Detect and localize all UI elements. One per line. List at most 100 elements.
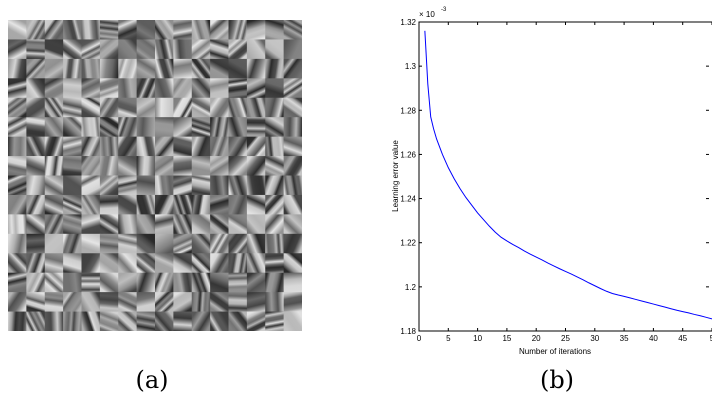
x-tick-label: 45 xyxy=(678,334,687,343)
patch-cell xyxy=(26,136,46,157)
patch-cell xyxy=(44,156,64,176)
x-tick-group: 0 5 10 15 20 25 30 35 40 45 5 xyxy=(417,22,712,343)
patch-cells xyxy=(8,20,302,331)
patch-grid-image xyxy=(8,20,302,331)
panel-a-caption: (a) xyxy=(135,366,169,394)
patch-cell xyxy=(173,194,193,215)
patch-cell xyxy=(155,253,174,274)
patch-cell xyxy=(63,194,82,215)
patch-cell xyxy=(191,311,211,331)
patch-cell xyxy=(191,58,211,79)
x-tick-label: 20 xyxy=(532,334,541,343)
patch-cell xyxy=(173,58,193,79)
patch-cell xyxy=(173,156,193,176)
patch-cell xyxy=(81,175,101,196)
patch-cell xyxy=(210,58,229,79)
patch-cell xyxy=(136,97,156,118)
patch-cell xyxy=(8,78,27,99)
x-tick-label: 0 xyxy=(417,334,422,343)
patch-cell xyxy=(81,253,101,274)
patch-cell xyxy=(228,233,248,254)
patch-cell xyxy=(173,20,193,40)
patch-cell xyxy=(283,117,302,138)
patch-cell xyxy=(246,272,266,293)
patch-cell xyxy=(173,117,193,138)
patch-cell xyxy=(173,175,193,196)
patch-cell xyxy=(228,117,248,138)
patch-cell xyxy=(210,39,229,60)
patch-cell xyxy=(44,20,64,40)
patch-cell xyxy=(26,194,46,215)
patch-cell xyxy=(265,175,285,196)
patch-cell xyxy=(173,214,193,235)
series-line-learning-error xyxy=(424,30,712,320)
patch-cell xyxy=(136,20,156,40)
patch-cell xyxy=(63,136,82,157)
patch-cell xyxy=(155,58,174,79)
patch-cell xyxy=(210,175,229,196)
patch-cell xyxy=(44,58,64,79)
patch-cell xyxy=(265,233,285,254)
patch-cell xyxy=(155,78,174,99)
patch-cell xyxy=(118,214,138,235)
patch-cell xyxy=(155,272,174,293)
patch-cell xyxy=(283,58,302,79)
patch-cell xyxy=(63,292,82,312)
patch-cell xyxy=(155,20,174,40)
patch-cell xyxy=(8,272,27,293)
patch-cell xyxy=(63,272,82,293)
patch-cell xyxy=(44,175,64,196)
patch-cell xyxy=(136,194,156,215)
patch-cell xyxy=(118,20,138,40)
patch-cell xyxy=(99,272,119,293)
patch-cell xyxy=(265,136,285,157)
patch-cell xyxy=(283,194,302,215)
patch-cell xyxy=(8,156,27,176)
x-tick-label: 5 xyxy=(710,334,712,343)
patch-cell xyxy=(44,272,64,293)
patch-cell xyxy=(283,175,302,196)
patch-cell xyxy=(210,97,229,118)
patch-cell xyxy=(81,58,101,79)
patch-cell xyxy=(81,97,101,118)
x-tick-label: 10 xyxy=(473,334,482,343)
patch-cell xyxy=(136,175,156,196)
patch-cell xyxy=(136,117,156,138)
patch-cell xyxy=(228,136,248,157)
patch-cell xyxy=(81,117,101,138)
patch-cell xyxy=(63,311,82,331)
patch-cell xyxy=(26,233,46,254)
patch-cell xyxy=(81,39,101,60)
patch-cell xyxy=(63,233,82,254)
patch-cell xyxy=(136,233,156,254)
patch-cell xyxy=(99,97,119,118)
patch-cell xyxy=(118,136,138,157)
patch-cell xyxy=(99,156,119,176)
patch-cell xyxy=(155,175,174,196)
patch-cell xyxy=(191,292,211,312)
patch-cell xyxy=(228,20,248,40)
patch-cell xyxy=(265,156,285,176)
patch-cell xyxy=(99,233,119,254)
patch-cell xyxy=(283,292,302,312)
patch-cell xyxy=(228,39,248,60)
patch-cell xyxy=(8,175,27,196)
patch-cell xyxy=(191,156,211,176)
patch-cell xyxy=(191,136,211,157)
patch-cell xyxy=(173,272,193,293)
patch-cell xyxy=(210,194,229,215)
patch-cell xyxy=(99,20,119,40)
plot-frame xyxy=(418,21,712,332)
patch-cell xyxy=(81,311,101,331)
x-axis-label: Number of iterations xyxy=(519,347,591,356)
patch-cell xyxy=(283,20,302,40)
patch-cell xyxy=(99,175,119,196)
patch-cell xyxy=(228,194,248,215)
patch-cell xyxy=(99,78,119,99)
y-tick-label: 1.24 xyxy=(400,195,416,204)
patch-cell xyxy=(283,214,302,235)
panel-b-caption: (b) xyxy=(539,366,575,394)
patch-cell xyxy=(173,253,193,274)
patch-cell xyxy=(191,20,211,40)
x-tick-label: 25 xyxy=(561,334,570,343)
